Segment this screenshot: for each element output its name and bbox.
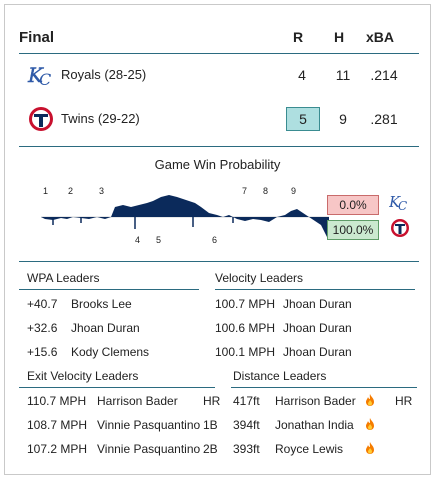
velocity-player[interactable]: Jhoan Duran: [283, 297, 352, 311]
wpa-player[interactable]: Jhoan Duran: [71, 321, 140, 335]
exit-velocity-result: 1B: [203, 418, 218, 432]
win-probability-area: [41, 195, 329, 239]
distance-player[interactable]: Royce Lewis: [275, 442, 344, 456]
exit-velocity-player[interactable]: Vinnie Pasquantino: [97, 418, 201, 432]
inning-label: 2: [68, 186, 73, 196]
chart-divider: [19, 261, 419, 262]
distance-leaders-title: Distance Leaders: [233, 369, 327, 383]
fire-icon: [366, 442, 374, 454]
distance-result: HR: [395, 394, 413, 408]
team-name: Royals (28-25): [61, 67, 147, 82]
scoreboard-divider: [19, 146, 419, 147]
velocity-value: 100.6 MPH: [215, 321, 276, 335]
velocity-value: 100.1 MPH: [215, 345, 276, 359]
inning-label: 1: [43, 186, 48, 196]
velocity-leaders-divider: [215, 289, 415, 290]
exit-velocity-result: 2B: [203, 442, 218, 456]
team-hits: 9: [339, 111, 347, 127]
wpa-value: +32.6: [27, 321, 58, 335]
kc-win-probability: 0.0%: [327, 195, 379, 215]
col-runs: R: [292, 29, 304, 45]
velocity-player[interactable]: Jhoan Duran: [283, 321, 352, 335]
velocity-value: 100.7 MPH: [215, 297, 276, 311]
inning-label: 7: [242, 186, 247, 196]
svg-text:C: C: [398, 199, 407, 213]
inning-label: 4: [135, 235, 140, 245]
distance-value: 394ft: [233, 418, 260, 432]
distance-player[interactable]: Harrison Bader: [275, 394, 356, 408]
distance-value: 393ft: [233, 442, 260, 456]
velocity-player[interactable]: Jhoan Duran: [283, 345, 352, 359]
game-status: Final: [19, 29, 55, 46]
svg-text:K: K: [27, 63, 44, 87]
team-xba: .214: [370, 67, 398, 83]
kc-royals-logo-icon: K C: [27, 63, 51, 89]
win-probability-title: Game Win Probability: [154, 157, 281, 172]
inning-label: 5: [156, 235, 161, 245]
wpa-value: +40.7: [27, 297, 58, 311]
team-name: Twins (29-22): [61, 111, 140, 126]
distance-player[interactable]: Jonathan India: [275, 418, 354, 432]
min-win-probability: 100.0%: [327, 220, 379, 240]
distance-value: 417ft: [233, 394, 260, 408]
kc-royals-small-logo-icon: K C: [389, 193, 407, 213]
exit-velocity-value: 110.7 MPH: [27, 394, 87, 408]
exit-velocity-value: 108.7 MPH: [27, 418, 88, 432]
fire-icon: [366, 418, 374, 430]
wpa-player[interactable]: Brooks Lee: [71, 297, 132, 311]
exit-velocity-player[interactable]: Vinnie Pasquantino: [97, 442, 201, 456]
exit-velocity-player[interactable]: Harrison Bader: [97, 394, 178, 408]
team-row-royals[interactable]: K C Royals (28-25) 4 11 .214: [19, 61, 419, 89]
velocity-leaders-title: Velocity Leaders: [215, 271, 304, 285]
svg-text:C: C: [39, 70, 51, 89]
team-runs-winner: 5: [286, 107, 320, 131]
win-probability-chart[interactable]: 1 2 3 7 8 9 4 5 6: [33, 177, 333, 257]
game-summary-card: Final R H xBA K C Royals (28-25) 4 11 .2…: [4, 4, 431, 475]
exit-velocity-leaders-title: Exit Velocity Leaders: [27, 369, 139, 383]
exit-velocity-value: 107.2 MPH: [27, 442, 88, 456]
distance-leaders-divider: [231, 387, 417, 388]
team-row-twins[interactable]: Twins (29-22) 5 9 .281: [19, 105, 419, 133]
inning-label: 8: [263, 186, 268, 196]
col-hits: H: [333, 29, 345, 45]
col-xba: xBA: [365, 29, 394, 45]
team-runs: 4: [298, 67, 306, 83]
exit-velocity-result: HR: [203, 394, 221, 408]
minnesota-twins-logo-icon: [29, 107, 53, 131]
wpa-player[interactable]: Kody Clemens: [71, 345, 150, 359]
team-hits: 11: [335, 67, 351, 83]
inning-label: 3: [99, 186, 104, 196]
header-divider: [19, 53, 419, 54]
inning-label: 9: [291, 186, 296, 196]
wpa-value: +15.6: [27, 345, 58, 359]
win-probability-ticks: [52, 217, 234, 229]
team-xba: .281: [370, 111, 398, 127]
exit-velocity-divider: [19, 387, 215, 388]
fire-icon: [366, 394, 374, 406]
svg-text:K: K: [389, 193, 401, 211]
wpa-leaders-title: WPA Leaders: [27, 271, 100, 285]
minnesota-twins-small-logo-icon: [391, 219, 409, 237]
inning-label: 6: [212, 235, 217, 245]
wpa-leaders-divider: [19, 289, 199, 290]
